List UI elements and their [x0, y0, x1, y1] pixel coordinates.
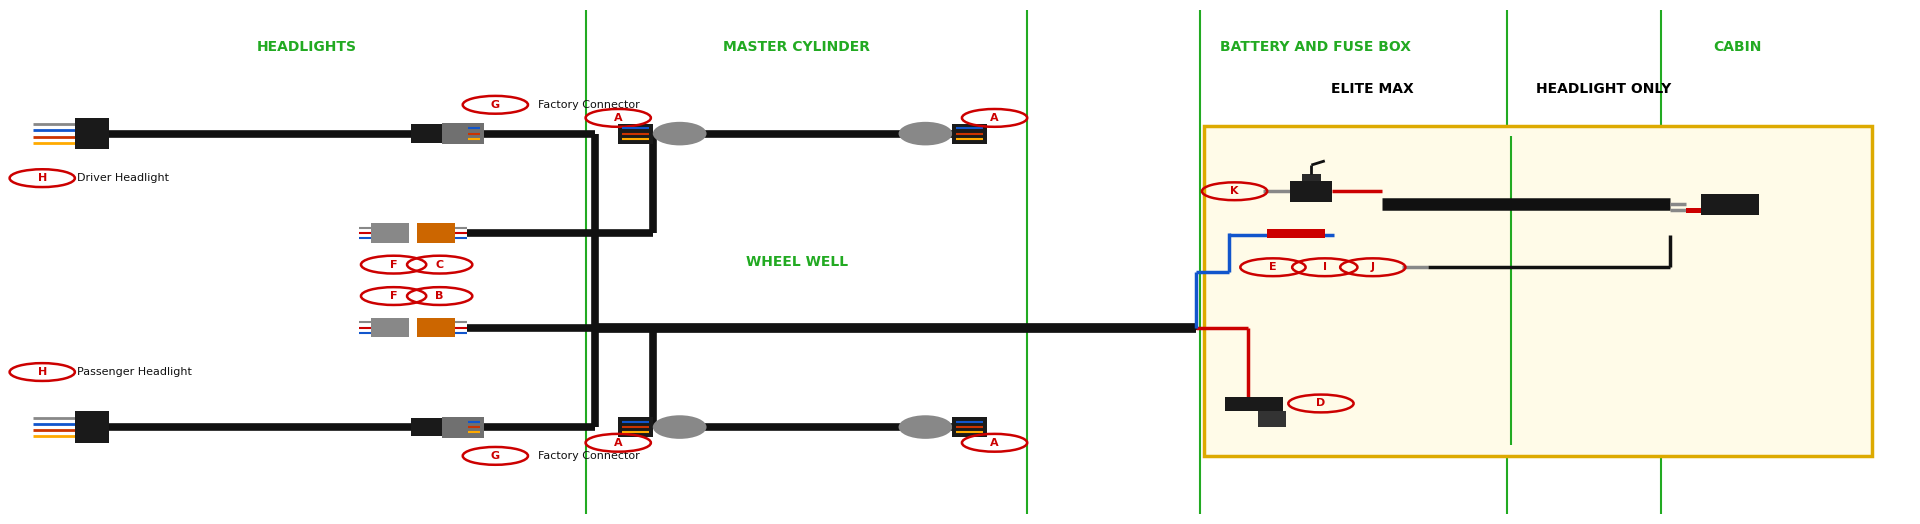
Bar	[1290, 181, 1332, 202]
Text: Driver Headlight: Driver Headlight	[77, 173, 169, 183]
Bar	[952, 417, 987, 437]
Bar	[1225, 397, 1283, 411]
Bar	[442, 123, 484, 144]
Text: F: F	[390, 291, 397, 301]
FancyBboxPatch shape	[1204, 126, 1872, 456]
Text: WHEEL WELL: WHEEL WELL	[745, 255, 849, 269]
Text: ELITE MAX: ELITE MAX	[1331, 82, 1415, 96]
Text: HEADLIGHTS: HEADLIGHTS	[257, 40, 357, 54]
Bar	[618, 417, 653, 437]
Text: A: A	[614, 438, 622, 448]
Text: BATTERY AND FUSE BOX: BATTERY AND FUSE BOX	[1219, 40, 1411, 54]
Ellipse shape	[899, 415, 952, 439]
Text: A: A	[614, 113, 622, 123]
Bar	[75, 411, 109, 443]
Text: D: D	[1317, 398, 1325, 409]
Text: Passenger Headlight: Passenger Headlight	[77, 367, 192, 377]
Text: Factory Connector: Factory Connector	[538, 451, 639, 461]
Text: A: A	[991, 438, 998, 448]
Text: A: A	[991, 113, 998, 123]
Text: Factory Connector: Factory Connector	[538, 100, 639, 110]
Bar	[1258, 411, 1286, 427]
Bar	[1686, 208, 1701, 213]
Text: G: G	[492, 451, 499, 461]
Text: I: I	[1323, 262, 1327, 272]
Text: HEADLIGHT ONLY: HEADLIGHT ONLY	[1536, 82, 1670, 96]
Text: CABIN: CABIN	[1713, 40, 1763, 54]
Text: K: K	[1231, 186, 1238, 196]
Text: C: C	[436, 259, 444, 270]
Bar	[417, 223, 455, 243]
Text: E: E	[1269, 262, 1277, 272]
Text: G: G	[492, 100, 499, 110]
Text: F: F	[390, 259, 397, 270]
Text: H: H	[38, 367, 46, 377]
Bar	[952, 124, 987, 144]
Bar	[442, 417, 484, 438]
Bar	[618, 124, 653, 144]
Bar	[411, 124, 442, 143]
Bar	[1701, 194, 1759, 215]
Text: H: H	[38, 173, 46, 183]
Ellipse shape	[653, 415, 707, 439]
Bar	[371, 318, 409, 337]
Ellipse shape	[653, 122, 707, 146]
Bar	[417, 318, 455, 337]
Ellipse shape	[899, 122, 952, 146]
Bar	[1267, 229, 1325, 238]
Bar	[1302, 174, 1321, 181]
Bar	[371, 223, 409, 243]
Bar	[75, 118, 109, 149]
Bar	[411, 418, 442, 436]
Text: MASTER CYLINDER: MASTER CYLINDER	[724, 40, 870, 54]
Text: J: J	[1371, 262, 1375, 272]
Text: B: B	[436, 291, 444, 301]
